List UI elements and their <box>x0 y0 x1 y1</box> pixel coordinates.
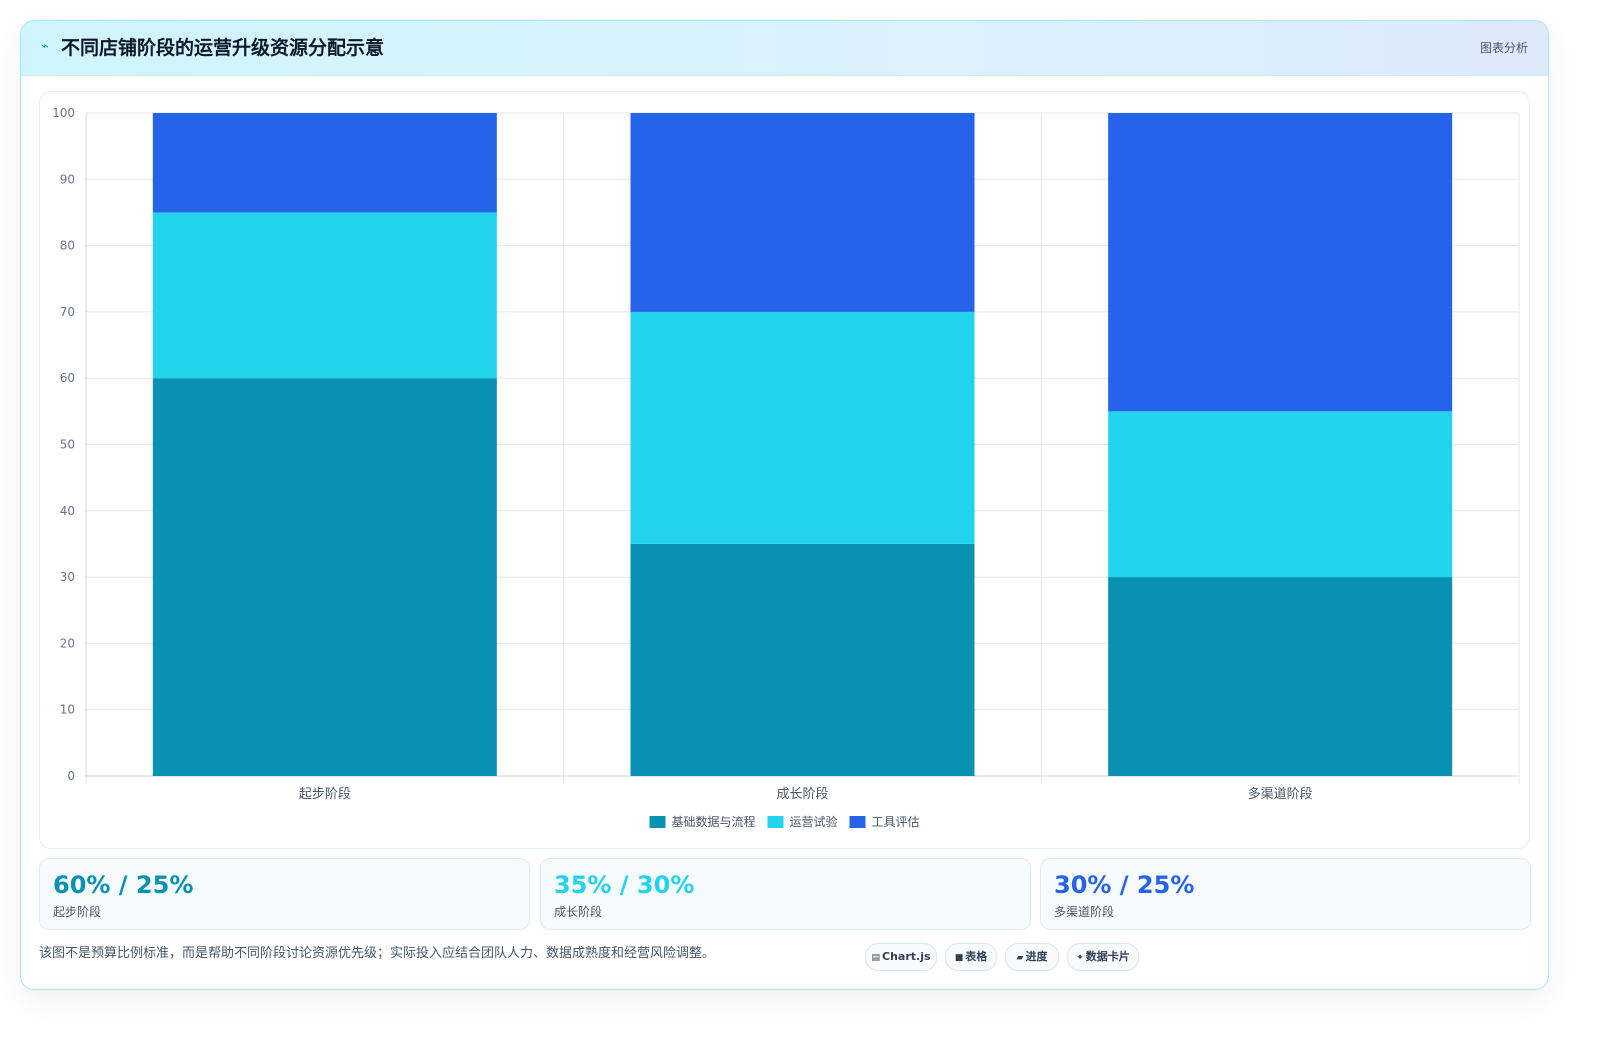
chart-icon: ▤ <box>871 953 880 963</box>
bar-segment <box>1108 113 1453 412</box>
legend-label: 运营试验 <box>790 814 838 829</box>
bar-segment <box>1108 577 1453 776</box>
x-tick-label: 多渠道阶段 <box>1248 786 1313 802</box>
stat-value: 30% / 25% <box>1054 871 1195 899</box>
y-tick-label: 90 <box>60 172 75 186</box>
chart-line-icon: ⌁ <box>41 39 49 54</box>
progress-icon: ▰ <box>1016 953 1024 963</box>
bar-segment <box>630 543 975 776</box>
y-tick-label: 100 <box>52 106 75 120</box>
legend-label: 工具评估 <box>872 815 920 829</box>
y-tick-label: 40 <box>60 504 75 518</box>
stat-value: 60% / 25% <box>53 871 194 899</box>
sparkle-icon: ✦ <box>1076 953 1084 963</box>
bar-segment <box>152 113 497 213</box>
stacked-bar-chart: 0 10 20 30 40 50 60 70 80 90 100 起步阶段 成长阶段 多渠道阶段基础数据与… <box>52 106 1520 829</box>
stat-card-growth: 35% / 30% 成长阶段 <box>540 858 1031 930</box>
card-header: ⌁ 不同店铺阶段的运营升级资源分配示意 图表分析 <box>21 21 1548 76</box>
x-tick-label: 起步阶段 <box>299 787 351 802</box>
chip-table[interactable]: ■ 表格 <box>945 943 997 971</box>
legend-swatch <box>849 816 866 828</box>
bar-segment <box>152 212 497 379</box>
chip-data-card[interactable]: ✦ 数据卡片 <box>1067 943 1139 971</box>
stat-value: 35% / 30% <box>554 871 695 899</box>
y-tick-label: 60 <box>60 371 75 385</box>
stat-label: 起步阶段 <box>53 905 102 919</box>
y-tick-label: 70 <box>60 305 75 319</box>
chip-progress[interactable]: ▰ 进度 <box>1005 943 1059 971</box>
y-tick-label: 50 <box>60 438 75 452</box>
stat-card-multichannel: 30% / 25% 多渠道阶段 <box>1040 858 1531 930</box>
legend-label: 基础数据与流程 <box>672 814 756 829</box>
legend-swatch <box>649 816 666 828</box>
chart-analysis-label[interactable]: 图表分析 <box>1479 41 1528 55</box>
bar-segment <box>152 378 497 776</box>
table-icon: ■ <box>954 953 964 963</box>
y-tick-label: 30 <box>60 570 75 584</box>
chart-card: ⌁ 不同店铺阶段的运营升级资源分配示意 图表分析 0 10 20 30 40 50 60 70… <box>20 20 1549 990</box>
chip-chartjs[interactable]: ▤ Chart.js <box>865 943 937 971</box>
chart-title: 不同店铺阶段的运营升级资源分配示意 <box>61 37 385 59</box>
y-tick-label: 20 <box>60 636 75 650</box>
chart-panel: 0 10 20 30 40 50 60 70 80 90 100 起步阶段 成长阶段 多渠道阶段基础数据与… <box>39 91 1530 849</box>
stat-card-startup: 60% / 25% 起步阶段 <box>39 858 530 930</box>
y-tick-label: 0 <box>67 769 75 783</box>
stat-label: 多渠道阶段 <box>1054 905 1115 919</box>
footer-note: 该图不是预算比例标准，而是帮助不同阶段讨论资源优先级；实际投入应结合团队人力、数… <box>39 946 716 961</box>
stat-label: 成长阶段 <box>554 905 603 919</box>
bar-segment <box>630 113 975 312</box>
bar-segment <box>1108 411 1453 578</box>
chip-label: 进度 <box>1025 950 1048 963</box>
chip-label: 表格 <box>965 950 988 963</box>
x-tick-label: 成长阶段 <box>776 787 828 802</box>
chip-label: Chart.js <box>882 950 931 963</box>
legend-swatch <box>767 816 784 828</box>
y-tick-label: 10 <box>60 703 75 717</box>
bar-segment <box>630 311 975 544</box>
chip-label: 数据卡片 <box>1085 950 1130 963</box>
y-tick-label: 80 <box>60 239 75 253</box>
